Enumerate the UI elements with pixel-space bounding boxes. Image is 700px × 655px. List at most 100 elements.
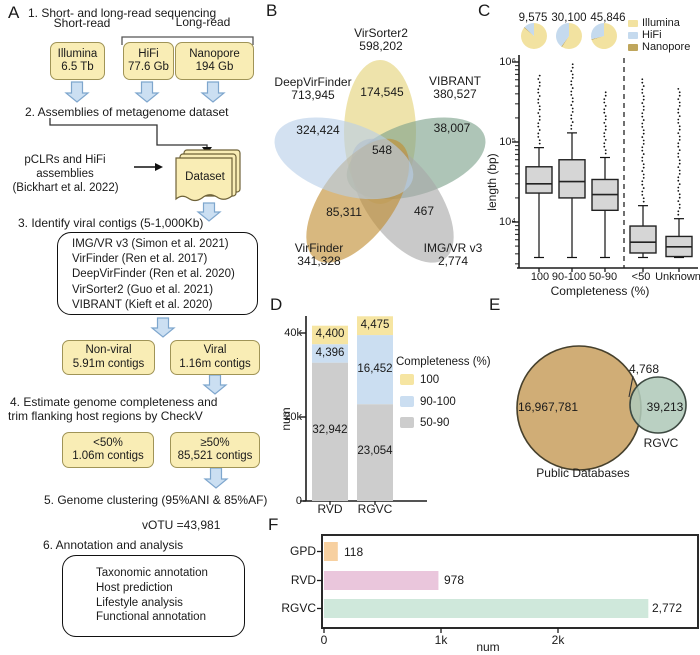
virfinder-unique: 85,311 xyxy=(326,205,362,219)
panel-c-letter: C xyxy=(478,1,491,20)
annotation-line-1: Taxonomic annotation xyxy=(96,567,208,579)
assembly-note-line2: assemblies xyxy=(36,168,94,180)
viral-value: 1.16m contigs xyxy=(179,357,251,370)
hbars-f xyxy=(317,534,699,633)
legend-d-swatches xyxy=(400,374,414,428)
long-read-bracket xyxy=(121,36,254,45)
legend-illumina-label: Illumina xyxy=(642,17,680,29)
annotation-line-4: Functional annotation xyxy=(96,611,206,624)
virsorter2-total: 598,202 xyxy=(359,39,403,53)
legend-swatch-90-100 xyxy=(400,396,414,407)
pclr-arrow xyxy=(134,163,163,171)
imgvr-label: IMG/VR v3 xyxy=(423,241,483,255)
step6-title: 6. Annotation and analysis xyxy=(43,538,184,552)
nanopore-box: Nanopore 194 Gb xyxy=(175,42,254,80)
overlap-pointer-line xyxy=(628,375,634,398)
short-read-label: Short-read xyxy=(53,16,111,30)
step2-title: 2. Assemblies of metagenome dataset xyxy=(25,105,229,119)
ytick-0: 0 xyxy=(295,495,302,507)
deepvirfinder-total: 713,945 xyxy=(291,88,335,102)
lt50-name: <50% xyxy=(93,436,123,449)
pie-count-2: 30,100 xyxy=(551,12,587,24)
pie-count-3: 45,846 xyxy=(590,12,626,24)
center-overlap: 548 xyxy=(371,143,393,157)
deepvirfinder-unique: 324,424 xyxy=(296,123,340,137)
legend-nanopore-label: Nanopore xyxy=(642,41,691,53)
legend-hifi-label: HiFi xyxy=(642,29,662,41)
seg-rvd-100: 4,400 xyxy=(315,328,345,340)
venn-e-circles xyxy=(516,345,687,471)
cat-gpd: GPD xyxy=(289,544,316,558)
viral-name: Viral xyxy=(203,344,227,356)
venn-b-petals xyxy=(274,60,486,263)
hifi-box: HiFi 77.6 Gb xyxy=(123,42,174,80)
long-read-label: Long-read xyxy=(175,15,231,29)
xtick-f-0: 0 xyxy=(320,633,328,647)
hifi-name: HiFi xyxy=(138,47,159,60)
lt50-box: <50% 1.06m contigs xyxy=(62,432,154,468)
legend-swatch-hifi xyxy=(628,32,638,39)
ytick-1e6: 10⁶ xyxy=(499,56,516,68)
dataset-label: Dataset xyxy=(185,171,225,183)
virfinder-total: 341,328 xyxy=(297,254,341,268)
annotation-line-2: Host prediction xyxy=(96,581,173,594)
xtick-90-100: 90-100 xyxy=(551,271,587,283)
tool-line-5: VIBRANT (Kieft et al. 2020) xyxy=(72,298,213,311)
xlabel-num-f: num xyxy=(476,640,500,654)
step3-title: 3. Identify viral contigs (5-1,000Kb) xyxy=(18,216,204,230)
deepvirfinder-label: DeepVirFinder xyxy=(274,75,352,89)
arrow-down-nanopore xyxy=(200,81,226,103)
seg-rgvc-100: 4,475 xyxy=(360,319,390,331)
ge50-value: 85,521 contigs xyxy=(177,450,253,462)
legend-d-100: 100 xyxy=(420,374,440,386)
step4-line1: 4. Estimate genome completeness and xyxy=(10,395,218,409)
ylabel-num-d: num xyxy=(279,407,293,431)
tool-line-4: VirSorter2 (Guo et al. 2021) xyxy=(72,283,214,296)
arrow-down-tools xyxy=(150,317,176,338)
step5-title: 5. Genome clustering (95%ANI & 85%AF) xyxy=(44,493,268,507)
arrow-down-ge50 xyxy=(203,467,229,489)
step4-line2: trim flanking host regions by CheckV xyxy=(8,409,203,423)
overlap-value-e: 4,768 xyxy=(628,362,660,376)
ytick-1e5: 10⁵ xyxy=(499,136,516,148)
nanopore-name: Nanopore xyxy=(189,47,240,60)
vibrant-unique: 38,007 xyxy=(433,121,471,135)
virsorter2-label: VirSorter2 xyxy=(354,26,408,40)
xtick-lt50: <50 xyxy=(631,271,651,283)
public-db-label: Public Databases xyxy=(536,466,630,480)
legend-swatch-100 xyxy=(400,374,414,385)
assembly-note-line1: pCLRs and HiFi xyxy=(24,154,106,166)
cat-rgvc-f: RGVC xyxy=(281,601,316,615)
val-gpd: 118 xyxy=(344,545,364,559)
ge50-box: ≥50% 85,521 contigs xyxy=(170,432,260,468)
xtick-f-1k: 1k xyxy=(434,633,448,647)
illumina-box: Illumina 6.5 Tb xyxy=(50,42,105,80)
votu-value: vOTU =43,981 xyxy=(142,518,221,532)
panel-d-letter: D xyxy=(270,295,283,314)
petal-deepvirfinder xyxy=(274,117,414,200)
illumina-name: Illumina xyxy=(57,47,98,60)
val-rgvc: 2,772 xyxy=(652,601,683,615)
seg-rvd-50-90: 32,942 xyxy=(312,424,348,436)
seg-rvd-90-100: 4,396 xyxy=(315,347,345,359)
rgvc-circle-label: RGVC xyxy=(643,436,679,450)
hifi-value: 77.6 Gb xyxy=(128,61,169,73)
panel-b-letter: B xyxy=(266,1,278,20)
assembly-note-line3: (Bickhart et al. 2022) xyxy=(12,182,119,194)
panel-f-letter: F xyxy=(268,515,279,534)
tool-line-1: IMG/VR v3 (Simon et al. 2021) xyxy=(72,238,229,250)
rgvc-value: 39,213 xyxy=(646,400,684,414)
legend-d-90-100: 90-100 xyxy=(420,396,456,408)
annotation-line-3: Lifestyle analysis xyxy=(96,596,183,609)
nonviral-box: Non-viral 5.91m contigs xyxy=(62,340,155,375)
lt50-value: 1.06m contigs xyxy=(72,450,144,462)
ytick-20k: 20k xyxy=(284,411,302,423)
arrow-down-illumina xyxy=(64,81,90,103)
tool-line-3: DeepVirFinder (Ren et al. 2020) xyxy=(72,268,235,281)
seg-rgvc-50-90: 23,054 xyxy=(357,445,393,457)
tool-line-2: VirFinder (Ren et al. 2017) xyxy=(72,253,208,266)
xlabel-completeness-c: Completeness (%) xyxy=(550,284,650,298)
cat-rgvc: RGVC xyxy=(357,502,393,516)
imgvr-unique: 467 xyxy=(413,204,435,218)
